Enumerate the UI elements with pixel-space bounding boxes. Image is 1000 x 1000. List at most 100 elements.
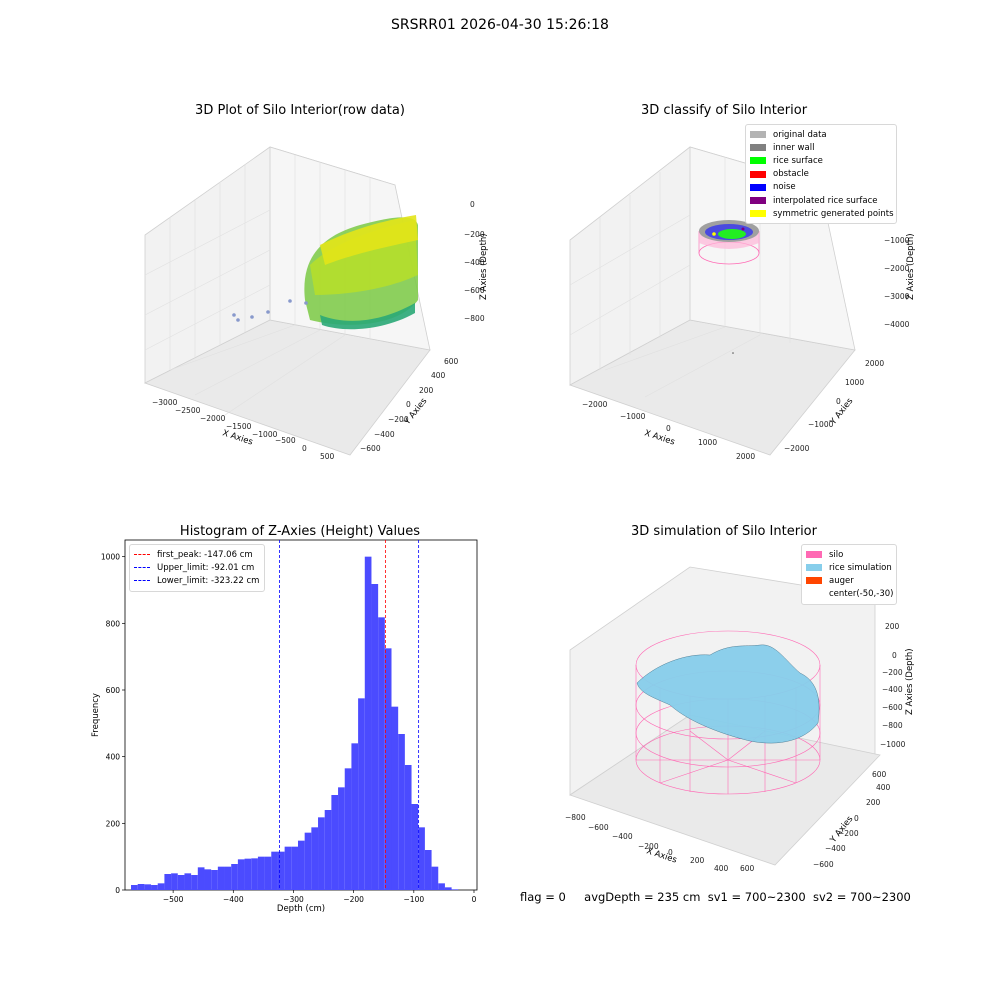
legend-label: Lower_limit: -323.22 cm: [157, 575, 260, 586]
histogram-bar: [431, 866, 439, 890]
histogram-bar: [411, 804, 419, 890]
histogram-bar: [311, 827, 319, 890]
panel2-x-tick: 1000: [698, 438, 717, 447]
panel4-y-tick: 200: [866, 798, 881, 807]
legend-swatch: [806, 591, 822, 598]
histogram-bar: [378, 617, 385, 890]
histogram-bar: [204, 869, 212, 890]
avg-depth-text: avgDepth = 235 cm: [584, 890, 701, 904]
histogram-bar: [244, 858, 252, 890]
panel2-z-tick: −4000: [884, 320, 910, 329]
histogram-x-tick-label: −200: [343, 895, 364, 904]
histogram-bar: [338, 787, 345, 890]
panel1-x-tick: 0: [302, 444, 307, 453]
histogram-bar: [131, 885, 138, 890]
panel4-z-tick: −1000: [880, 740, 906, 749]
histogram-bar: [151, 885, 158, 890]
panel4-x-tick: 200: [690, 856, 705, 865]
histogram-y-tick-label: 800: [106, 619, 121, 628]
panel4-y-tick: −400: [825, 844, 846, 853]
legend-swatch: [806, 577, 822, 585]
legend-item-interpolated: interpolated rice surface: [750, 194, 892, 207]
histogram-bar: [197, 867, 205, 890]
panel4-title: 3D simulation of Silo Interior: [631, 524, 817, 539]
histogram-bar: [251, 858, 258, 890]
histogram-bar: [398, 734, 405, 890]
histogram-bar: [384, 648, 392, 890]
panel1-y-tick: 200: [419, 386, 434, 395]
panel3-title: Histogram of Z-Axies (Height) Values: [179, 524, 421, 539]
legend-swatch: [750, 144, 766, 152]
panel1-y-tick: 0: [406, 400, 411, 409]
legend-item-rice-surface: rice surface: [750, 154, 892, 167]
histogram-y-label: Frequency: [91, 693, 101, 737]
legend-swatch: [750, 210, 766, 218]
panel4-y-tick: 400: [876, 783, 891, 792]
panel1-y-tick: −200: [388, 415, 409, 424]
histogram-bar: [211, 870, 218, 890]
legend-item-obstacle: obstacle: [750, 168, 892, 181]
histogram-x-tick-label: 0: [472, 895, 477, 904]
legend-line: [134, 554, 150, 556]
legend-item-rice-simulation: rice simulation: [806, 561, 892, 574]
legend-label: noise: [773, 182, 796, 193]
panel2-x-tick: −2000: [582, 400, 608, 409]
legend-item-inner-wall: inner wall: [750, 141, 892, 154]
histogram-bar: [164, 874, 172, 890]
histogram-bar: [157, 883, 165, 890]
panel4-x-tick: −200: [638, 842, 659, 851]
panel2-z-tick: −3000: [884, 292, 910, 301]
histogram-bar: [371, 584, 379, 890]
histogram-bar: [424, 850, 432, 890]
panel4-z-tick: −800: [882, 721, 903, 730]
histogram-y-tick-label: 600: [106, 686, 121, 695]
legend-swatch: [750, 197, 766, 205]
panel1-x-tick: −2000: [200, 414, 226, 423]
histogram-bar: [358, 698, 365, 890]
histogram-bar: [284, 846, 292, 890]
histogram-bar: [438, 883, 445, 890]
panel2-y-tick: −1000: [808, 420, 834, 429]
legend-item-silo: silo: [806, 548, 892, 561]
legend-swatch: [806, 564, 822, 572]
histogram-bar: [191, 875, 198, 890]
legend-line: [134, 580, 150, 582]
histogram-bar: [291, 846, 298, 890]
panel4-z-tick: 200: [885, 622, 900, 631]
legend-label: interpolated rice surface: [773, 195, 878, 206]
histogram-x-tick-label: −500: [163, 895, 184, 904]
histogram-bar: [404, 765, 412, 890]
histogram-y-ticks: 0 200 400 600 800 1000: [101, 553, 125, 895]
histogram-bar: [144, 884, 152, 890]
panel4-z-tick: 0: [892, 651, 897, 660]
histogram-bar: [344, 768, 352, 890]
legend-swatch: [806, 551, 822, 559]
legend-item-center: center(-50,-30): [806, 588, 893, 601]
panel1-x-tick: −1500: [226, 422, 252, 431]
legend-swatch: [750, 170, 766, 178]
legend-item-lower-limit: Lower_limit: -323.22 cm: [134, 574, 260, 587]
panel2-legend: original data inner wall rice surface ob…: [745, 124, 897, 225]
panel2-z-label: Z Axies (Depth): [906, 233, 916, 300]
flag-text: flag = 0: [520, 890, 566, 904]
panel1-z-label: Z Axies (Depth): [479, 233, 489, 300]
panel2-y-label: Y Axies: [828, 396, 856, 428]
legend-label: symmetric generated points: [773, 208, 894, 219]
panel4-x-tick: 400: [714, 864, 729, 873]
panel4-y-tick: 0: [854, 814, 859, 823]
histogram-bar: [184, 873, 192, 890]
histogram-bar: [444, 887, 452, 890]
legend-swatch: [750, 157, 766, 165]
legend-label: Upper_limit: -92.01 cm: [157, 562, 255, 573]
histogram-bar: [271, 851, 278, 890]
histogram-bar: [297, 840, 305, 890]
histogram-bar: [331, 795, 339, 890]
panel1-3d-plot: −3000 −2500 −2000 −1500 −1000 −500 0 500…: [143, 146, 489, 461]
panel2-x-tick: 2000: [736, 452, 755, 461]
histogram-x-tick-label: −100: [404, 895, 425, 904]
histogram-x-label: Depth (cm): [277, 904, 325, 914]
legend-label: first_peak: -147.06 cm: [157, 549, 253, 560]
panel4-x-tick: 0: [668, 848, 673, 857]
sv1-text: sv1 = 700~2300: [707, 890, 806, 904]
panel4-3d-plot: −800 −600 −400 −200 0 200 400 600 −600 −…: [565, 566, 915, 873]
